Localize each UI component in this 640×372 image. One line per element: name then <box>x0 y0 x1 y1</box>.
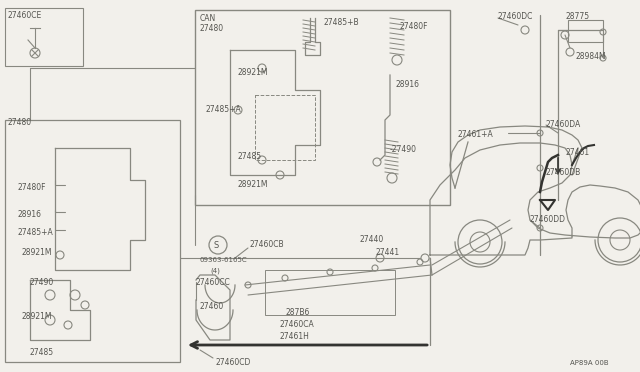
Text: 28916: 28916 <box>18 210 42 219</box>
Text: AP89A 00B: AP89A 00B <box>570 360 609 366</box>
Text: 27490: 27490 <box>30 278 54 287</box>
Text: 28984M: 28984M <box>575 52 605 61</box>
Bar <box>5 120 180 362</box>
Text: 27485+B: 27485+B <box>323 18 358 27</box>
Bar <box>568 20 603 42</box>
Text: 27485: 27485 <box>238 152 262 161</box>
Text: 28921M: 28921M <box>238 68 269 77</box>
Text: 27460CD: 27460CD <box>215 358 250 367</box>
Text: 27441: 27441 <box>375 248 399 257</box>
Text: 27461H: 27461H <box>280 332 310 341</box>
Bar <box>5 8 83 66</box>
Text: -27490: -27490 <box>390 145 417 154</box>
Text: 27485+A: 27485+A <box>18 228 54 237</box>
Text: 28775: 28775 <box>565 12 589 21</box>
Text: 27485: 27485 <box>30 348 54 357</box>
Text: 28921M: 28921M <box>238 180 269 189</box>
Text: 27480: 27480 <box>200 24 224 33</box>
Text: 27480: 27480 <box>8 118 32 127</box>
Text: 27460CB: 27460CB <box>250 240 285 249</box>
Text: 27480F: 27480F <box>400 22 429 31</box>
Text: 28916: 28916 <box>395 80 419 89</box>
Text: 27460CA: 27460CA <box>280 320 315 329</box>
Text: 287B6: 287B6 <box>285 308 309 317</box>
Bar <box>255 95 315 160</box>
Text: 27440: 27440 <box>360 235 384 244</box>
Text: 27460DB: 27460DB <box>546 168 581 177</box>
Text: 27460DA: 27460DA <box>546 120 581 129</box>
Text: S: S <box>214 241 220 250</box>
Text: 27461+A: 27461+A <box>458 130 493 139</box>
Bar <box>265 270 395 315</box>
Bar <box>195 10 450 205</box>
Text: 27460: 27460 <box>200 302 224 311</box>
Text: 27460CC: 27460CC <box>196 278 231 287</box>
Text: 27460DD: 27460DD <box>530 215 566 224</box>
Text: 27460CE: 27460CE <box>8 11 42 20</box>
Text: 27460DC: 27460DC <box>498 12 533 21</box>
Text: 09363-6165C: 09363-6165C <box>200 257 248 263</box>
Text: (4): (4) <box>210 267 220 273</box>
Text: CAN: CAN <box>200 14 216 23</box>
Text: 27480F: 27480F <box>18 183 47 192</box>
Text: 28921M: 28921M <box>22 248 52 257</box>
Text: 28921M: 28921M <box>22 312 52 321</box>
Text: 27461: 27461 <box>565 148 589 157</box>
Text: 27485+A: 27485+A <box>205 105 241 114</box>
